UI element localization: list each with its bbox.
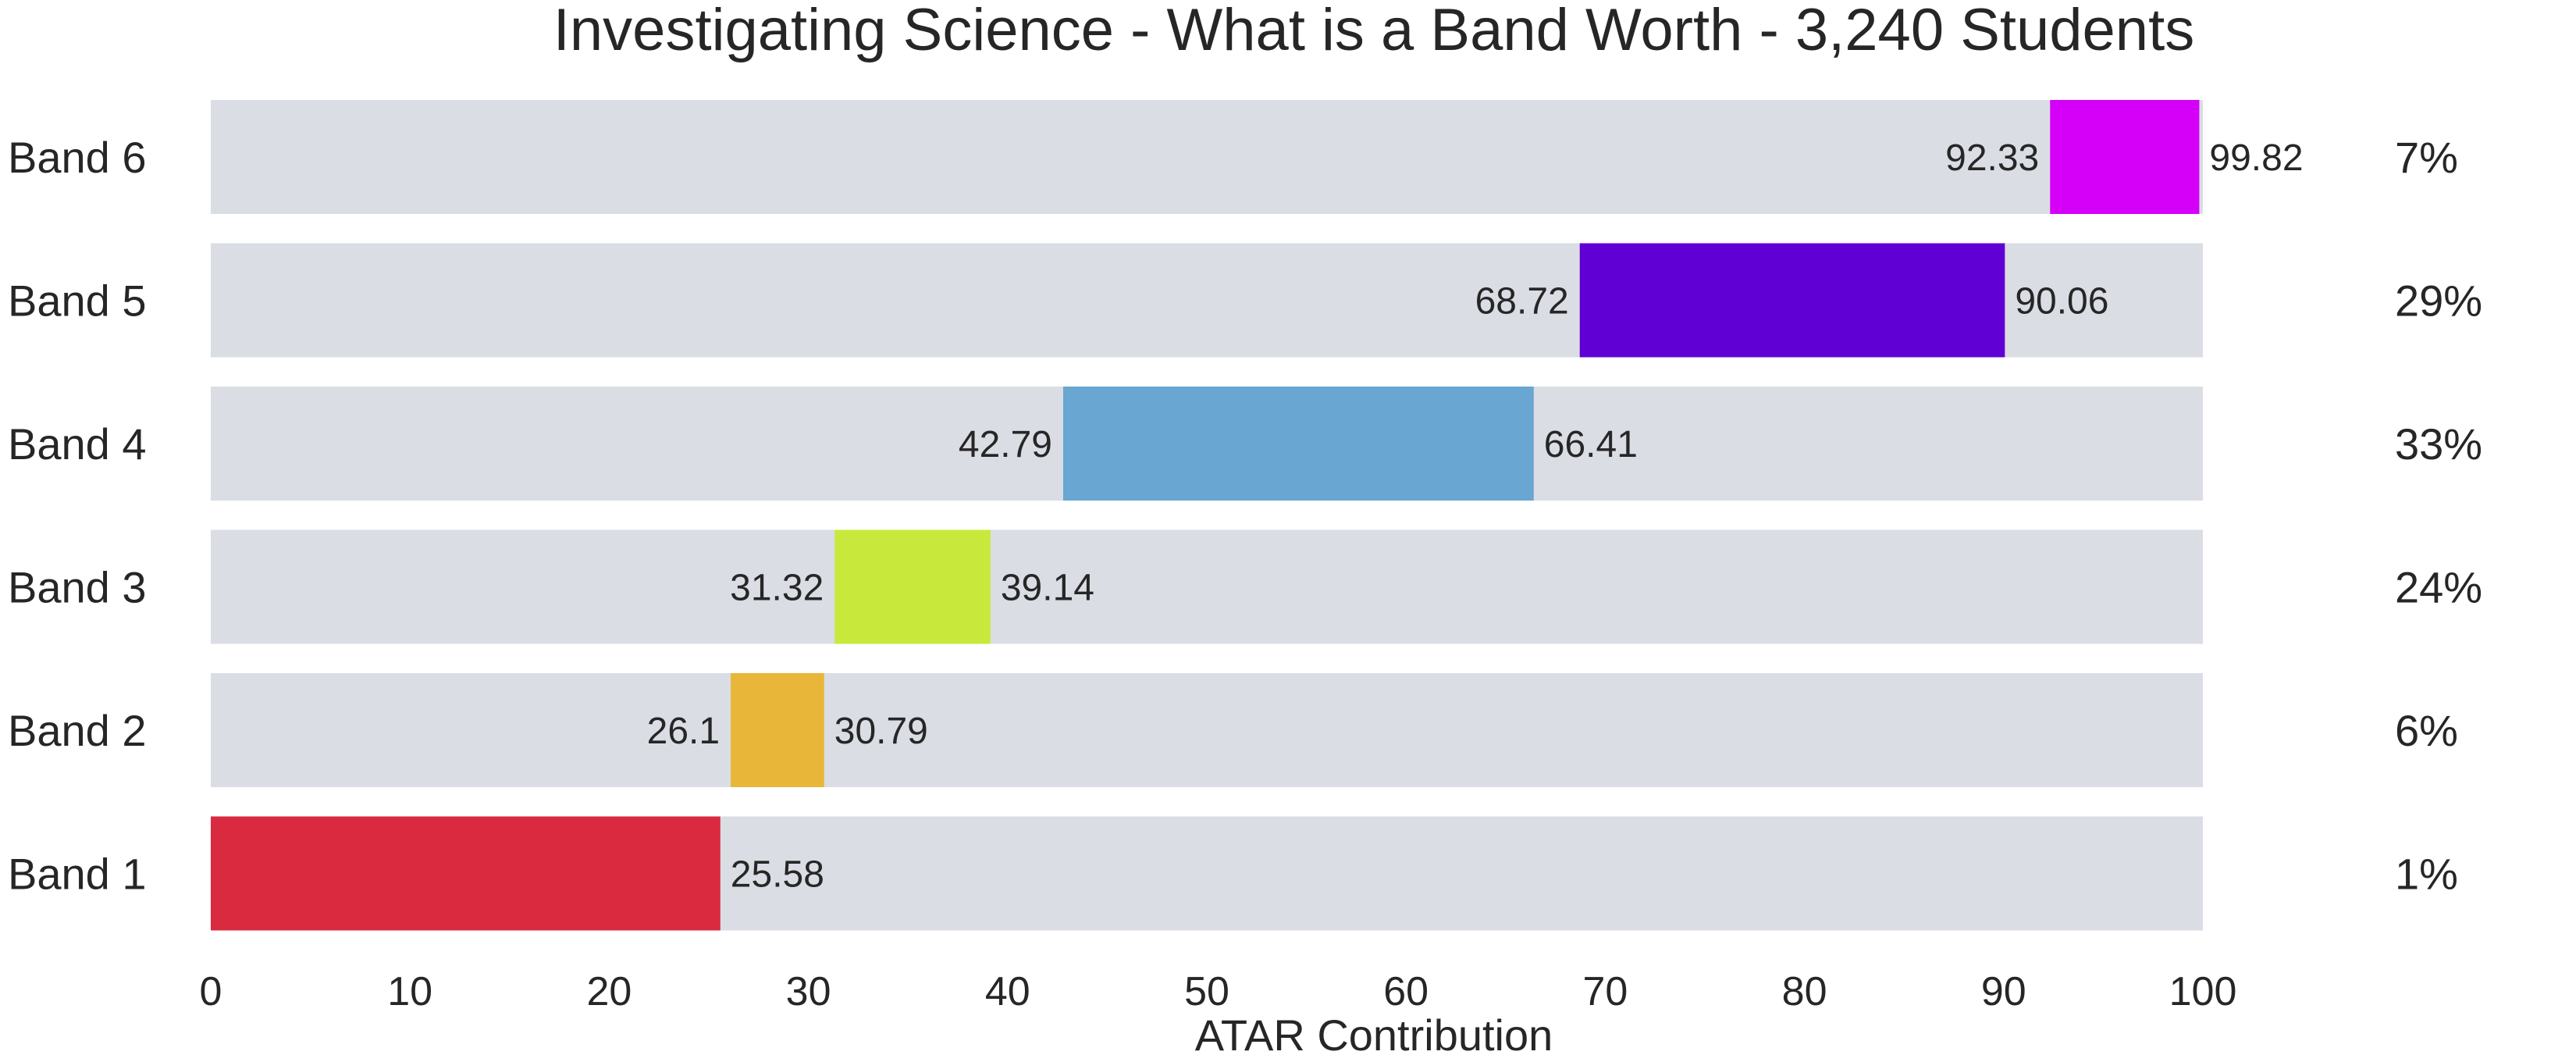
band-6-track (211, 100, 2203, 214)
x-tick-label: 30 (786, 969, 831, 1014)
band-3-label: Band 3 (8, 563, 147, 612)
x-tick-label: 20 (586, 969, 632, 1014)
band-2-track (211, 673, 2203, 787)
band-6-label: Band 6 (8, 133, 147, 182)
band-5-bar (1579, 243, 2005, 358)
x-tick-label: 90 (1981, 969, 2026, 1014)
band-3-percent: 24% (2395, 563, 2482, 612)
x-axis-label: ATAR Contribution (1195, 1010, 1553, 1055)
band-6-start-value: 92.33 (1945, 137, 2039, 179)
band-4-percent: 33% (2395, 419, 2482, 469)
band-2-end-value: 30.79 (834, 711, 928, 752)
band-1-percent: 1% (2395, 850, 2458, 899)
x-tick-label: 50 (1184, 969, 1229, 1014)
bars-layer: Band 6 92.33 99.82 7% Band 5 68.72 90.06 29% Ban… (8, 100, 2482, 931)
band-3-track (211, 529, 2203, 644)
band-3-start-value: 31.32 (730, 568, 824, 609)
band-4-end-value: 66.41 (1544, 424, 1638, 465)
x-tick-label: 10 (387, 969, 432, 1014)
band-2-bar (731, 673, 824, 787)
band-4-bar (1063, 387, 1534, 501)
band-6-end-value: 99.82 (2209, 137, 2303, 179)
band-5-end-value: 90.06 (2015, 281, 2108, 323)
chart-title: Investigating Science - What is a Band W… (553, 0, 2194, 63)
x-axis-ticks: 0 10 20 30 40 50 60 70 80 90 100 (200, 969, 2237, 1014)
band-1-end-value: 25.58 (731, 854, 824, 896)
band-5-percent: 29% (2395, 276, 2482, 326)
band-2-percent: 6% (2395, 706, 2458, 755)
band-5-label: Band 5 (8, 276, 147, 326)
x-tick-label: 0 (200, 969, 222, 1014)
band-4-start-value: 42.79 (959, 424, 1052, 465)
band-6-percent: 7% (2395, 133, 2458, 182)
band-3-end-value: 39.14 (1001, 568, 1094, 609)
band-1-label: Band 1 (8, 850, 147, 899)
band-3-bar (834, 529, 991, 644)
band-6-bar (2050, 100, 2200, 214)
x-tick-label: 40 (985, 969, 1030, 1014)
x-tick-label: 70 (1582, 969, 1628, 1014)
x-tick-label: 60 (1383, 969, 1429, 1014)
band-2-label: Band 2 (8, 706, 147, 755)
band-1-bar (211, 816, 720, 931)
band-2-start-value: 26.1 (647, 711, 720, 752)
band-4-label: Band 4 (8, 419, 147, 469)
x-tick-label: 100 (2169, 969, 2237, 1014)
x-tick-label: 80 (1782, 969, 1827, 1014)
band-5-start-value: 68.72 (1475, 281, 1569, 323)
